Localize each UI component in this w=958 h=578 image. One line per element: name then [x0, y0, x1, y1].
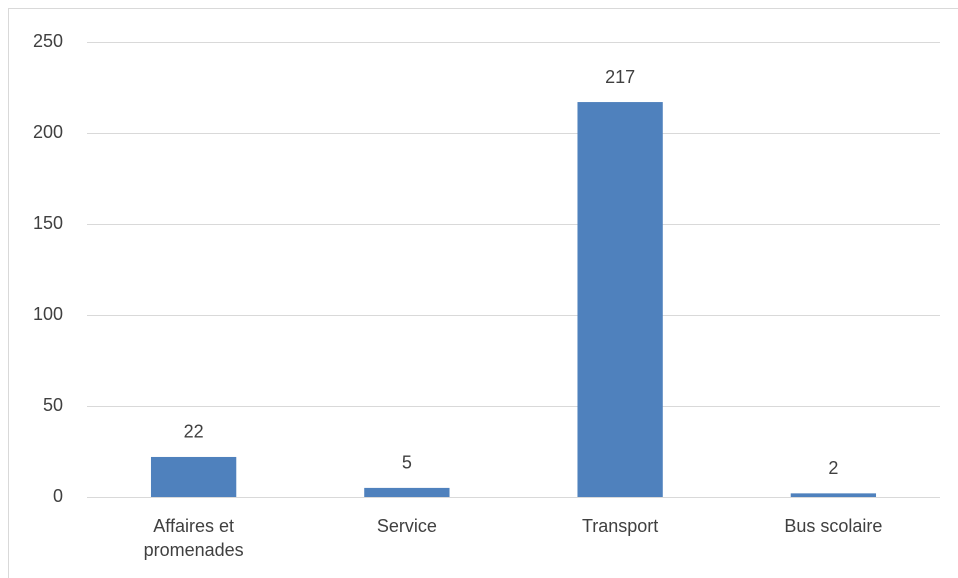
x-tick-label: Affaires et promenades — [144, 516, 244, 560]
data-label: 217 — [605, 67, 635, 87]
y-tick-label: 200 — [33, 122, 63, 142]
data-label: 2 — [828, 458, 838, 478]
bar — [364, 487, 450, 497]
x-tick-label: Bus scolaire — [784, 516, 882, 536]
y-tick-label: 50 — [43, 395, 63, 415]
chart-border — [8, 8, 958, 578]
y-tick-label: 150 — [33, 213, 63, 233]
data-label: 5 — [402, 453, 412, 473]
bar — [577, 102, 663, 497]
x-tick-label: Transport — [582, 516, 658, 536]
bar — [790, 493, 877, 497]
x-tick-label: Service — [377, 516, 437, 536]
y-tick-label: 0 — [53, 486, 63, 506]
bar — [150, 456, 237, 497]
data-label: 22 — [184, 422, 204, 442]
y-tick-label: 100 — [33, 304, 63, 324]
y-tick-label: 250 — [33, 31, 63, 51]
